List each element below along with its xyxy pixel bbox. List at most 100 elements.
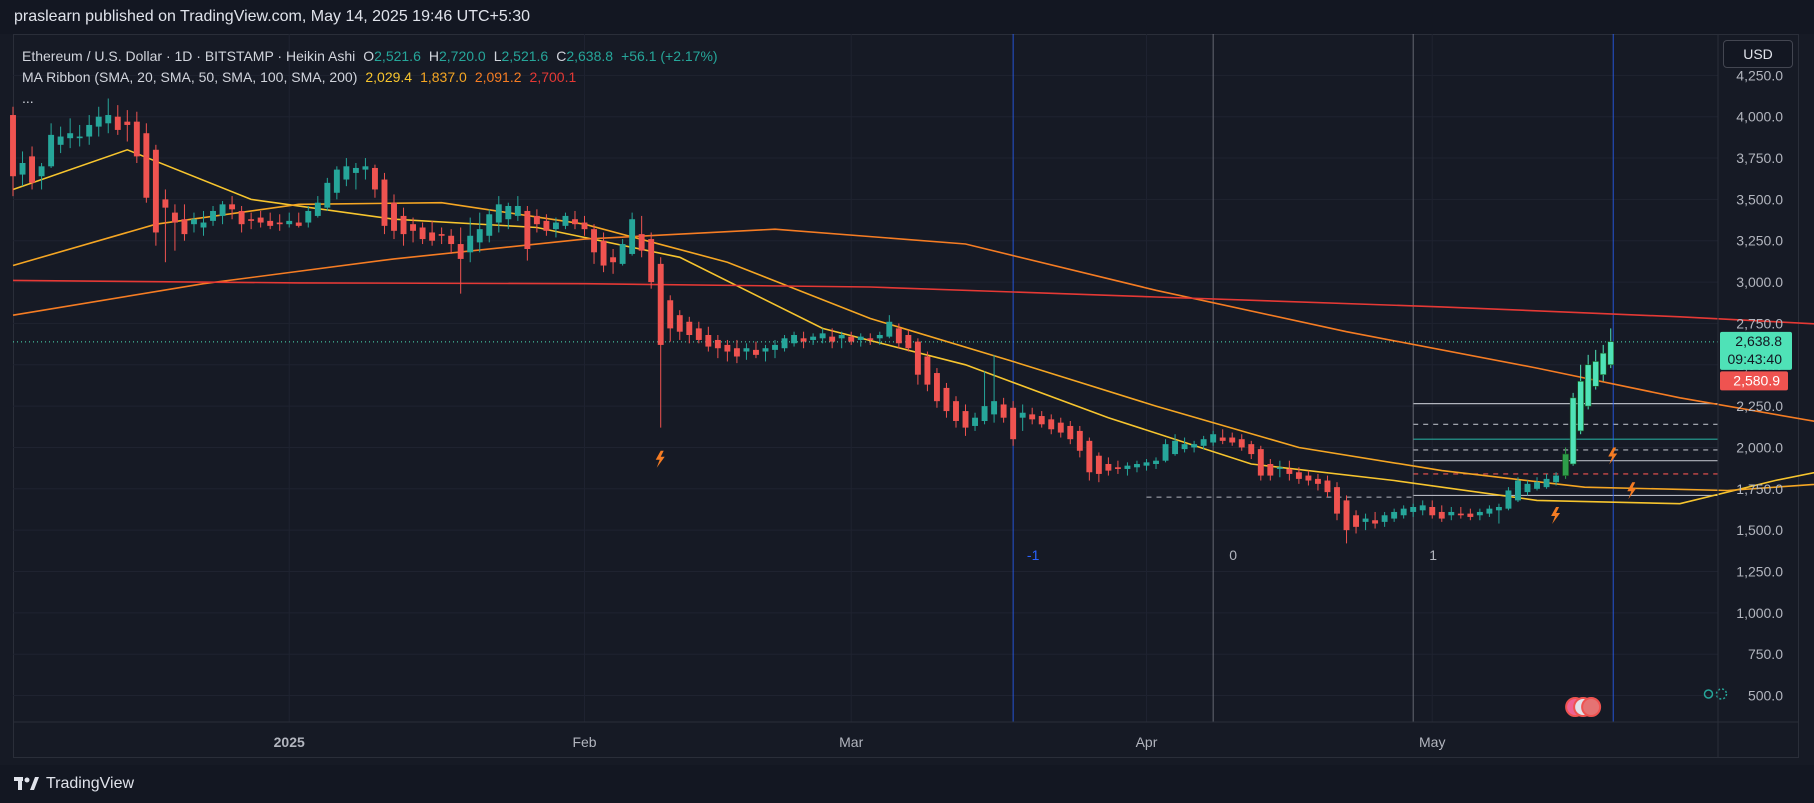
candle-body [1543,478,1550,488]
candle [1105,457,1112,476]
candle-body [57,136,64,145]
candle [95,106,102,137]
rally-candle [1599,344,1607,382]
time-tick-label: 2025 [274,734,305,750]
candle-body [143,133,150,198]
candle [1114,460,1121,474]
candle-body [695,328,702,340]
candle-body [248,219,255,221]
candle [133,111,140,163]
candle [772,339,778,359]
price-axis: 4,250.0 4,000.0 3,750.0 3,500.0 3,250.0 3,000… [1717,34,1783,758]
candle [533,209,540,233]
candle [572,210,578,230]
candle [972,412,978,431]
candle [1124,462,1131,476]
candle-body [905,335,912,349]
candle [1400,505,1407,519]
candle [629,212,636,256]
candle-body [933,373,940,402]
candle [1343,495,1350,544]
candle [1448,507,1455,521]
candle [800,331,807,349]
candle-body [1134,464,1140,468]
candle-body [1295,472,1302,479]
candle-body [448,235,455,245]
candle [1429,500,1436,519]
lightning-icon [1551,507,1561,524]
tradingview-logo[interactable]: TradingView [14,775,134,793]
candle [1267,459,1274,481]
candle [429,220,436,246]
price-tick-label: 3,750.0 [1736,150,1783,166]
ma-line-20 [12,148,1814,505]
brand-name: TradingView [46,775,135,792]
event-flag-icon [1581,697,1602,717]
legend-more-row: ... [22,88,718,109]
ma-line-100 [12,228,1814,422]
ma-line-50 [12,201,1814,492]
candle [781,335,788,352]
candle-body [619,244,626,264]
candle [581,215,588,236]
candle [391,194,397,240]
candle-body [162,199,169,208]
candle-body [333,169,340,193]
candle-body [610,257,617,263]
candles [10,98,1615,544]
time-axis: 2025 Feb Mar Apr May [13,721,1798,750]
candle [991,354,998,423]
candle-body [591,229,597,253]
candle [457,227,464,294]
candle-body [705,335,712,347]
candle-body [1334,487,1340,514]
candle-body [514,206,521,216]
candle [1476,508,1483,521]
candle [905,330,912,352]
candle-body [667,300,674,329]
last-price-badge-bg [1720,331,1792,370]
candle-body [1124,465,1131,469]
moving-averages [12,148,1814,505]
candle-body [1105,464,1112,471]
price-tick-label: 1,750.0 [1736,481,1783,497]
time-tick-label: Mar [839,734,863,750]
candle-body [343,166,350,180]
countdown-badge-value: 09:43:40 [1728,351,1783,367]
candle-body [1086,440,1093,473]
candle [1181,437,1188,453]
candle-body [1210,434,1217,443]
annotations [655,447,1728,717]
candle-body [1267,464,1274,476]
candle [943,382,950,418]
rally-candle [1562,447,1569,479]
candle [76,124,83,147]
candle [372,164,378,198]
ma-ribbon-title[interactable]: MA Ribbon (SMA, 20, SMA, 50, SMA, 100, S… [22,69,358,85]
legend-more-button[interactable]: ... [22,90,34,106]
candle-body [524,210,531,249]
candle [286,212,293,228]
rally-candle [1577,364,1584,435]
change-value: +56.1 (+2.17%) [621,48,718,64]
candle [1410,503,1417,517]
candle-body [1286,468,1293,474]
candle-body [1143,462,1150,466]
currency-button[interactable]: USD [1723,40,1793,68]
candle [591,224,597,264]
open-label: O [363,48,375,64]
candle-body [1257,449,1264,476]
candle-body [629,219,636,254]
vertical-marker-label: 1 [1429,547,1437,563]
candle [229,196,236,220]
candle [514,196,521,221]
candle [1067,421,1074,445]
price-tick-label: 1,000.0 [1736,605,1783,621]
candle [1467,508,1474,521]
legend-ma-row: MA Ribbon (SMA, 20, SMA, 50, SMA, 100, S… [22,67,718,88]
candle-body [295,222,302,226]
candle-body [648,239,655,283]
symbol-title[interactable]: Ethereum / U.S. Dollar · 1D · BITSTAMP ·… [22,48,356,64]
candle [733,339,740,364]
